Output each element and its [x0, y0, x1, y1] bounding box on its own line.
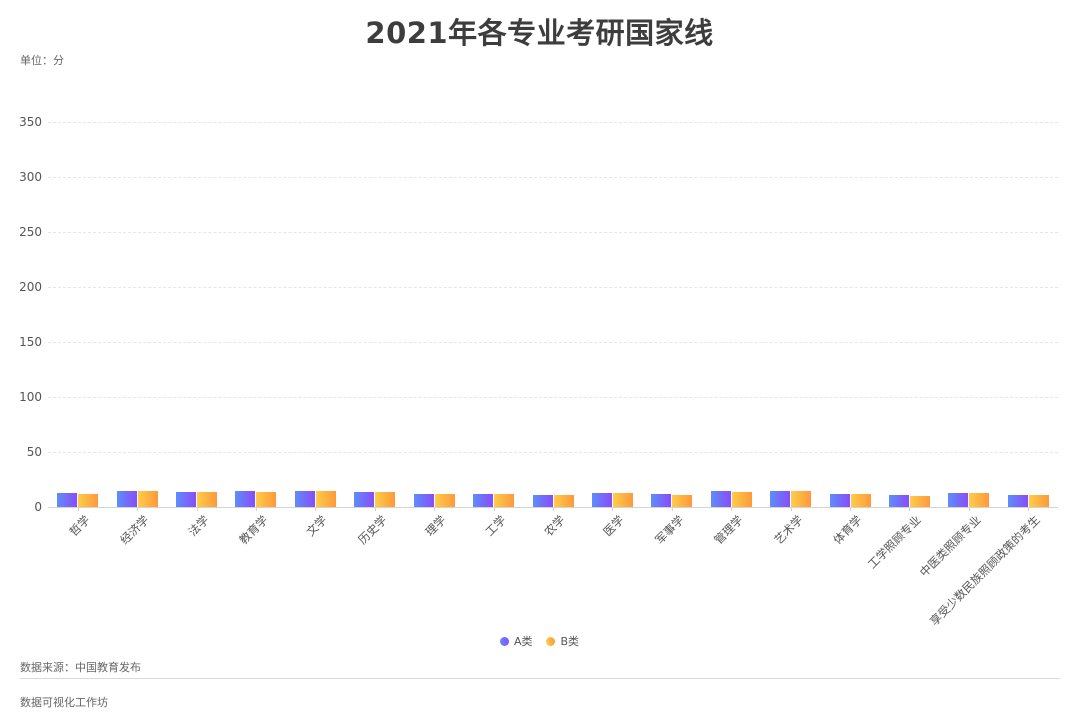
bar-b[interactable] — [434, 494, 455, 507]
bar-a[interactable] — [1007, 495, 1028, 507]
y-tick-label: 300 — [19, 170, 42, 184]
x-tick — [612, 507, 614, 511]
bar-a[interactable] — [651, 494, 672, 507]
gridline — [48, 452, 1058, 453]
legend-item-a[interactable]: A类 — [499, 633, 533, 649]
gridline — [48, 232, 1058, 233]
bar-b[interactable] — [731, 491, 752, 507]
x-tick-label: 艺术学 — [770, 512, 806, 548]
gridline — [48, 342, 1058, 343]
y-tick-label: 0 — [34, 500, 42, 514]
bar-b[interactable] — [315, 491, 336, 507]
bar-a[interactable] — [770, 490, 791, 507]
x-tick-label: 理学 — [422, 512, 449, 539]
x-tick-label: 法学 — [184, 512, 212, 539]
bar-b[interactable] — [137, 491, 158, 507]
bar-a[interactable] — [948, 493, 969, 507]
x-tick-label: 经济学 — [117, 512, 152, 548]
bar-b[interactable] — [969, 493, 990, 507]
bar-a[interactable] — [473, 494, 494, 507]
bar-a[interactable] — [413, 493, 434, 507]
y-tick-label: 350 — [19, 115, 42, 129]
x-tick — [255, 507, 257, 511]
y-tick-label: 150 — [19, 335, 42, 349]
bar-a[interactable] — [176, 491, 197, 507]
x-tick — [77, 507, 79, 511]
x-tick — [850, 507, 852, 511]
x-tick — [493, 507, 495, 511]
bar-b[interactable] — [256, 491, 277, 507]
y-tick-label: 50 — [26, 445, 42, 459]
x-tick-label: 医学 — [600, 512, 628, 539]
divider — [20, 678, 1060, 679]
bar-b[interactable] — [375, 492, 396, 507]
x-tick — [731, 507, 733, 511]
bar-a[interactable] — [294, 490, 315, 507]
data-source: 数据来源：中国教育发布 — [20, 661, 141, 674]
gridline — [48, 122, 1058, 123]
unit-label: 单位：分 — [20, 54, 64, 67]
x-tick-label: 农学 — [541, 512, 568, 539]
bar-b[interactable] — [850, 494, 871, 507]
bar-b[interactable] — [494, 494, 515, 507]
bar-b[interactable] — [791, 491, 812, 507]
x-tick-label: 工学 — [482, 512, 509, 539]
x-tick — [196, 507, 198, 511]
x-tick-label: 管理学 — [711, 512, 746, 548]
bar-a[interactable] — [591, 492, 612, 507]
y-tick-label: 250 — [19, 225, 42, 239]
gridline — [48, 397, 1058, 398]
y-tick-label: 200 — [19, 280, 42, 294]
x-tick-label: 享受少数民族照顾政策的考生 — [927, 512, 1043, 629]
bar-b[interactable] — [1028, 495, 1049, 507]
legend-dot-b-icon — [546, 636, 556, 646]
bar-a[interactable] — [116, 491, 137, 507]
bar-a[interactable] — [532, 495, 553, 507]
x-tick — [671, 507, 673, 511]
x-tick — [315, 507, 317, 511]
x-tick — [968, 507, 970, 511]
x-tick — [1028, 507, 1030, 511]
bar-b[interactable] — [612, 493, 633, 507]
x-tick-label: 体育学 — [830, 512, 865, 548]
x-tick-label: 工学照顾专业 — [865, 512, 925, 572]
legend-dot-a-icon — [499, 636, 509, 646]
bar-a[interactable] — [888, 495, 909, 507]
x-tick — [374, 507, 376, 511]
x-tick-label: 哲学 — [66, 512, 93, 539]
gridline — [48, 177, 1058, 178]
bar-a[interactable] — [710, 491, 731, 507]
x-tick — [434, 507, 436, 511]
x-tick — [137, 507, 139, 511]
bar-b[interactable] — [553, 495, 574, 507]
credit: 数据可视化工作坊 — [20, 696, 108, 709]
bar-b[interactable] — [78, 494, 99, 507]
chart-title: 2021年各专业考研国家线 — [365, 16, 714, 50]
legend-label-a: A类 — [513, 635, 533, 648]
x-tick — [790, 507, 792, 511]
x-tick-label: 历史学 — [355, 512, 390, 548]
bar-a[interactable] — [57, 493, 78, 507]
legend-label-b: B类 — [560, 635, 580, 648]
gridline — [48, 287, 1058, 288]
x-tick — [553, 507, 554, 511]
bar-a[interactable] — [354, 491, 375, 507]
bar-b[interactable] — [197, 492, 218, 507]
legend: A类 B类 — [0, 633, 1079, 649]
y-tick-label: 100 — [19, 390, 42, 404]
x-tick-label: 军事学 — [652, 512, 687, 548]
bar-a[interactable] — [829, 493, 850, 507]
bar-b[interactable] — [672, 494, 693, 507]
x-tick-label: 教育学 — [236, 512, 271, 548]
bar-b[interactable] — [909, 495, 930, 507]
bar-a[interactable] — [235, 491, 256, 507]
x-tick — [909, 507, 911, 511]
legend-item-b[interactable]: B类 — [546, 633, 579, 649]
x-tick-label: 文学 — [303, 512, 330, 539]
